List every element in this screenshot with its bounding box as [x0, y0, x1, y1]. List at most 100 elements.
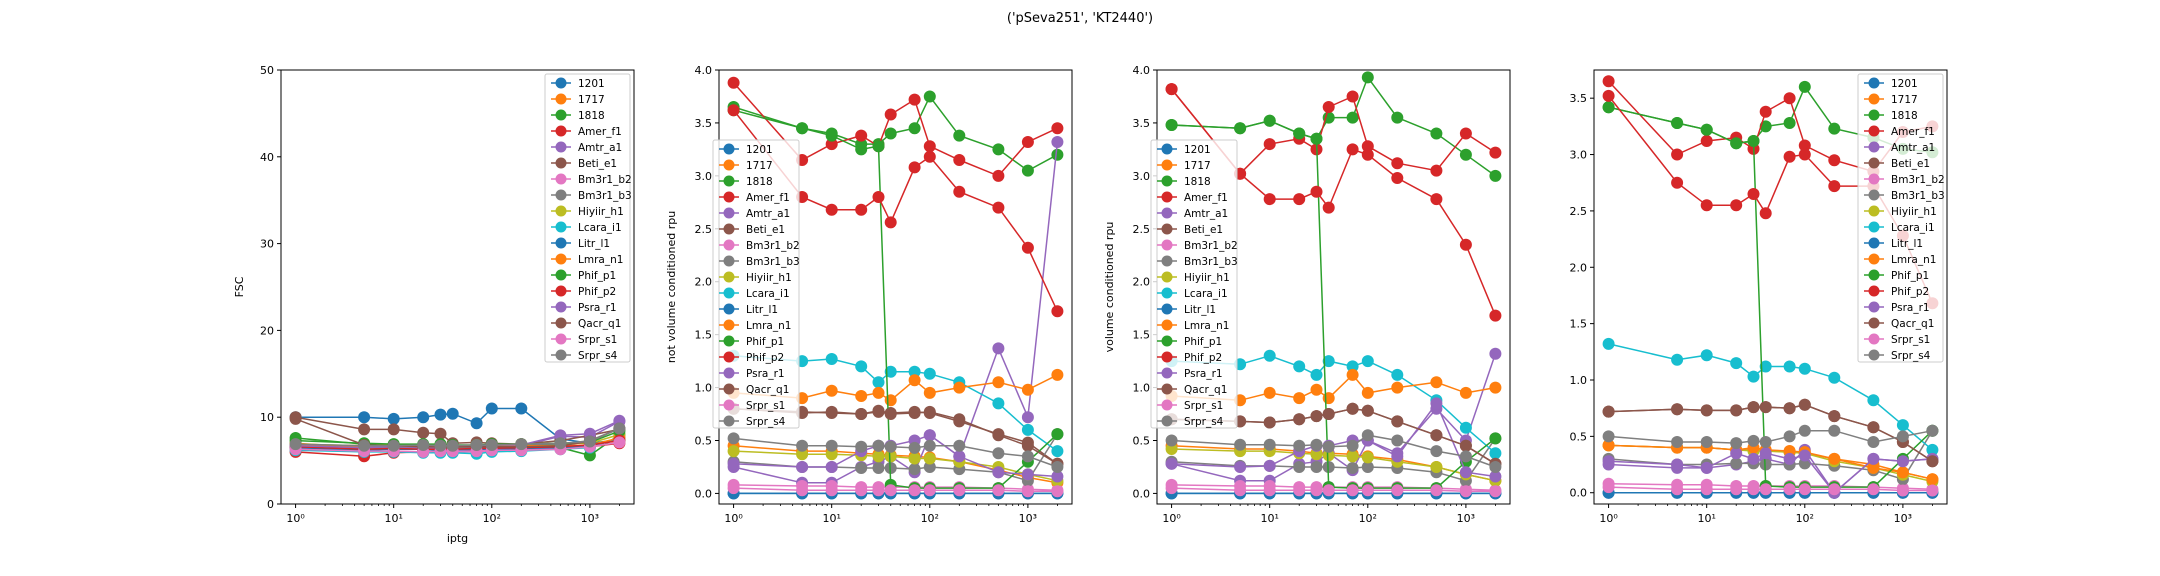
plot-area — [1165, 71, 1502, 500]
data-point-Lcara_i1 — [1310, 368, 1323, 381]
data-point-Lmra_n1 — [1896, 466, 1909, 479]
legend-marker — [1868, 301, 1880, 313]
data-point-Psra_r1 — [1798, 449, 1811, 462]
axes-frame — [280, 69, 635, 505]
legend-marker — [1868, 253, 1880, 265]
data-point-Lcara_i1 — [1051, 445, 1064, 458]
data-point-Phif_p1 — [825, 129, 838, 142]
data-point-Srpr_s1 — [1346, 484, 1359, 497]
chart-panel-3: 0.0 0.5 1.0 1.5 2.0 2.5 3.0 3.5 4.0 10⁰ 10¹ 10² 10³ v… — [1103, 64, 1511, 525]
data-point-Lcara_i1 — [1747, 370, 1760, 383]
data-point-Lmra_n1 — [1430, 376, 1443, 389]
data-point-1201 — [387, 412, 400, 425]
legend-label: Lcara_i1 — [578, 222, 622, 234]
x-tick-label: 10¹ — [1697, 512, 1715, 525]
data-point-Phif_p2 — [1783, 150, 1796, 163]
data-point-Srpr_s4 — [1021, 450, 1034, 463]
data-point-Psra_r1 — [992, 466, 1005, 479]
legend-marker — [555, 317, 567, 329]
data-point-Hiyiir_h1 — [1165, 443, 1178, 455]
data-point-Lmra_n1 — [1263, 386, 1276, 399]
data-point-Amer_f1 — [1346, 90, 1359, 103]
data-point-Bm3r1_b3 — [872, 462, 885, 474]
data-point-Bm3r1_b3 — [1730, 457, 1743, 470]
legend-marker — [1161, 239, 1173, 251]
data-point-Lcara_i1 — [884, 365, 897, 378]
data-point-Psra_r1 — [1459, 466, 1472, 479]
legend-marker — [1868, 125, 1880, 137]
data-point-Qacr_q1 — [1361, 404, 1374, 417]
legend-marker — [1161, 319, 1173, 331]
legend-marker — [1161, 335, 1173, 347]
data-point-Psra_r1 — [1700, 461, 1713, 474]
data-point-Qacr_q1 — [1391, 415, 1404, 428]
data-point-Srpr_s1 — [1165, 482, 1178, 495]
data-point-Amer_f1 — [1361, 140, 1374, 153]
x-tick-label: 10¹ — [1260, 512, 1278, 525]
y-axis-label: not volume conditioned rpu — [665, 211, 678, 363]
data-point-Srpr_s4 — [872, 439, 885, 452]
data-point-Lmra_n1 — [1346, 368, 1359, 381]
legend-label: Psra_r1 — [578, 302, 617, 314]
x-tick-label: 10³ — [1894, 512, 1912, 525]
data-point-Phif_p2 — [1730, 199, 1743, 212]
data-point-Lmra_n1 — [1021, 383, 1034, 396]
legend-marker — [1161, 415, 1173, 427]
legend-label: 1818 — [1891, 110, 1918, 122]
data-point-Phif_p1 — [796, 122, 809, 135]
legend-box — [712, 139, 800, 429]
data-point-Srpr_s1 — [1700, 483, 1713, 496]
data-point-Psra_r1 — [953, 450, 966, 463]
data-point-Srpr_s1 — [884, 484, 897, 497]
legend-label: Qacr_q1 — [746, 384, 789, 396]
chart-panel-1: 0 10 20 30 40 50 10⁰ 10¹ 10² 10³ iptg FSC 1201 1717 18… — [233, 64, 635, 545]
data-point-Srpr_s4 — [515, 438, 528, 451]
legend-label: Amtr_a1 — [1891, 142, 1935, 154]
data-point-Srpr_s4 — [1391, 434, 1404, 447]
data-point-Lmra_n1 — [1391, 381, 1404, 394]
data-point-1818 — [992, 143, 1005, 156]
legend-marker — [723, 399, 735, 411]
data-point-1818 — [1361, 71, 1374, 84]
data-point-Srpr_s4 — [884, 440, 897, 453]
data-point-Amer_f1 — [1322, 101, 1335, 113]
data-point-Amer_f1 — [1759, 105, 1772, 118]
data-point-1201 — [434, 408, 447, 421]
legend-label: Bm3r1_b3 — [1891, 190, 1945, 202]
legend-label: 1201 — [1891, 78, 1918, 90]
data-point-Hiyiir_h1 — [1430, 461, 1443, 473]
x-tick-label: 10⁰ — [1162, 512, 1181, 525]
legend-marker — [723, 351, 735, 363]
data-point-Lcara_i1 — [1926, 443, 1939, 456]
y-tick-label: 1.0 — [1133, 382, 1151, 395]
legend-marker — [1868, 205, 1880, 217]
y-tick-label: 1.0 — [695, 382, 713, 395]
data-point-Psra_r1 — [923, 429, 936, 442]
data-point-Lmra_n1 — [1489, 381, 1502, 394]
y-tick-label: 3.0 — [1133, 170, 1151, 183]
data-point-Srpr_s4 — [727, 432, 740, 445]
data-point-Srpr_s4 — [446, 439, 459, 452]
data-point-Psra_r1 — [1747, 452, 1760, 465]
legend-label: Srpr_s1 — [578, 334, 617, 346]
plot-area — [727, 76, 1064, 500]
legend-marker — [723, 319, 735, 331]
x-tick-label: 10³ — [1457, 512, 1475, 525]
data-point-Phif_p2 — [872, 191, 885, 203]
data-point-Phif_p2 — [953, 185, 966, 198]
data-point-Lmra_n1 — [992, 376, 1005, 389]
data-point-Qacr_q1 — [1747, 401, 1760, 414]
data-point-Qacr_q1 — [1346, 402, 1359, 415]
data-point-Phif_p1 — [1602, 101, 1615, 114]
data-point-1201 — [515, 402, 528, 415]
data-point-Phif_p1 — [872, 140, 885, 153]
legend-marker — [1868, 349, 1880, 361]
data-point-Phif_p2 — [923, 150, 936, 163]
legend-label: Phif_p1 — [746, 336, 784, 348]
axes-container: 0 10 20 30 40 50 10⁰ 10¹ 10² 10³ iptg FSC 1201 1717 18… — [233, 64, 1948, 545]
data-point-1201 — [417, 411, 430, 424]
data-point-Lmra_n1 — [1828, 452, 1841, 465]
legend: 1201 1717 1818 Amer_f1 Amtr_a1 Beti_e1 Bm3r1_b… — [712, 139, 800, 429]
plot-area — [289, 402, 626, 463]
data-point-Lmra_n1 — [884, 394, 897, 407]
